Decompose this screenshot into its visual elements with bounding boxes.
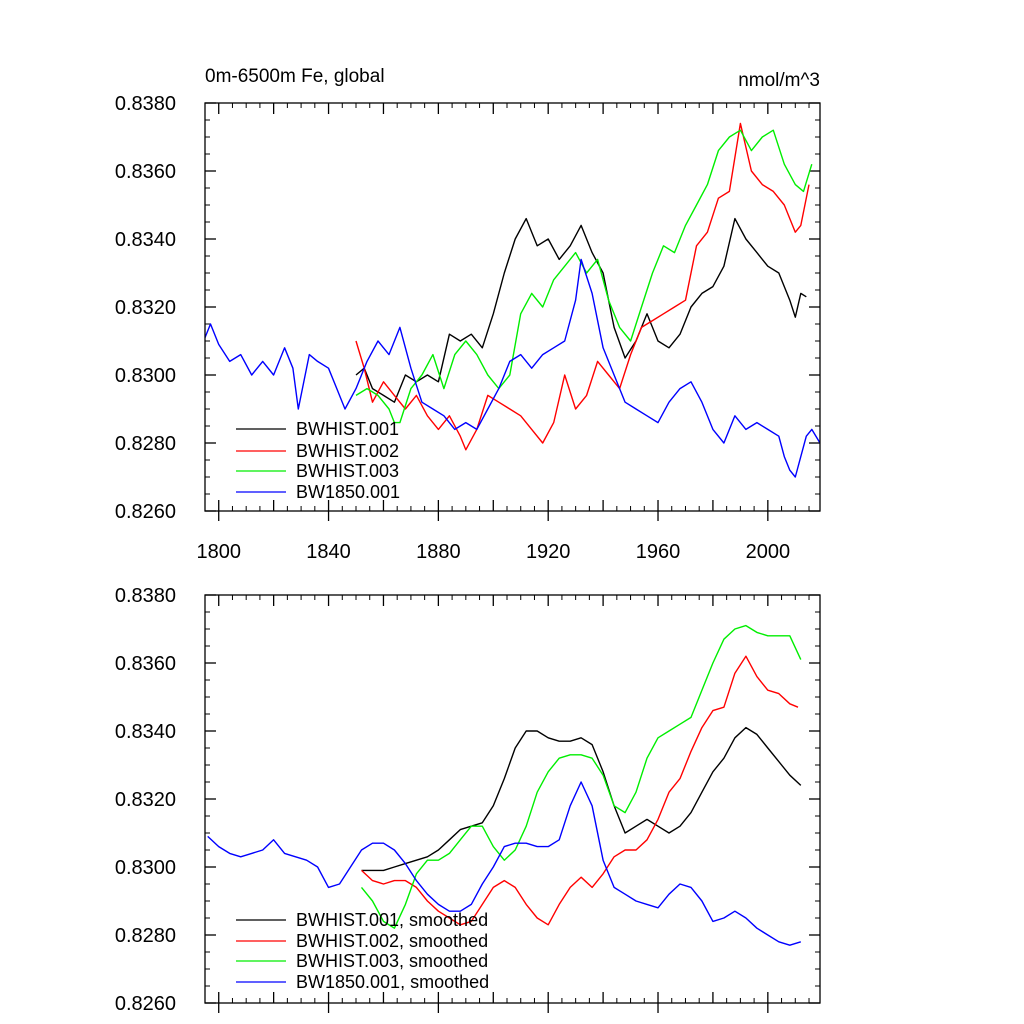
top-ytick-label: 0.8320 [115, 297, 176, 319]
bottom-legend-label-4: BW1850.001, smoothed [296, 972, 489, 992]
top-ytick-label: 0.8360 [115, 161, 176, 183]
bottom-legend-label-2: BWHIST.002, smoothed [296, 931, 488, 951]
top-title-left: 0m-6500m Fe, global [205, 66, 385, 87]
bottom-legend-label-3: BWHIST.003, smoothed [296, 951, 488, 971]
top-panel: 0m-6500m Fe, global nmol/m^3 1800 1840 188… [115, 66, 821, 563]
top-xtick-label: 1920 [526, 541, 571, 563]
top-series-line-1 [355, 217, 807, 403]
top-xtick-label: 1960 [636, 541, 681, 563]
top-plot-frame [204, 102, 821, 512]
top-ytick-label: 0.8260 [115, 501, 176, 523]
bottom-legend-item-3: BWHIST.003, smoothed [236, 951, 488, 971]
bottom-legend-item-1: BWHIST.001, smoothed [236, 910, 488, 930]
top-legend-item-2: BWHIST.002 [236, 441, 399, 461]
bottom-ytick-label: 0.8320 [115, 789, 176, 811]
top-legend-label-4: BW1850.001 [296, 482, 400, 502]
top-legend-item-4: BW1850.001 [236, 482, 400, 502]
top-legend-label-1: BWHIST.001 [296, 419, 399, 439]
bottom-legend-item-4: BW1850.001, smoothed [236, 972, 489, 992]
top-legend: BWHIST.001 BWHIST.002 BWHIST.003 BW1850.… [236, 419, 400, 502]
top-legend-label-2: BWHIST.002 [296, 441, 399, 461]
bottom-series [207, 624, 802, 946]
bottom-series-line-3 [360, 624, 802, 929]
bottom-ytick-label: 0.8300 [115, 857, 176, 879]
top-xtick-label: 2000 [746, 541, 791, 563]
bottom-series-line-4 [207, 781, 802, 946]
bottom-panel: 0.8260 0.8280 0.8300 0.8320 0.8340 0.8360 0.83… [115, 585, 821, 1015]
top-ytick-label: 0.8380 [115, 93, 176, 115]
top-ticks: 1800 1840 1880 1920 1960 2000 0.8260 0.8280 0.83… [115, 93, 820, 563]
top-legend-item-3: BWHIST.003 [236, 461, 399, 481]
top-legend-item-1: BWHIST.001 [236, 419, 399, 439]
bottom-ytick-label: 0.8280 [115, 925, 176, 947]
top-series-line-2 [355, 122, 810, 451]
bottom-legend-item-2: BWHIST.002, smoothed [236, 931, 488, 951]
top-xtick-label: 1880 [416, 541, 461, 563]
top-xtick-label: 1800 [196, 541, 241, 563]
top-xtick-label: 1840 [306, 541, 351, 563]
bottom-ytick-label: 0.8340 [115, 721, 176, 743]
bottom-ticks: 0.8260 0.8280 0.8300 0.8320 0.8340 0.8360 0.83… [115, 585, 820, 1015]
bottom-plot-frame [204, 594, 821, 1004]
bottom-legend: BWHIST.001, smoothed BWHIST.002, smoothe… [236, 910, 489, 992]
top-ytick-label: 0.8280 [115, 433, 176, 455]
top-ytick-label: 0.8300 [115, 365, 176, 387]
top-ytick-label: 0.8340 [115, 229, 176, 251]
top-title-right: nmol/m^3 [738, 70, 820, 91]
bottom-series-line-2 [361, 655, 799, 926]
top-series-line-4 [204, 258, 821, 478]
bottom-legend-label-1: BWHIST.001, smoothed [296, 910, 488, 930]
bottom-series-line-1 [361, 726, 802, 872]
top-series [204, 122, 821, 478]
top-legend-label-3: BWHIST.003 [296, 461, 399, 481]
bottom-ytick-label: 0.8380 [115, 585, 176, 607]
bottom-ytick-label: 0.8360 [115, 653, 176, 675]
bottom-ytick-label: 0.8260 [115, 993, 176, 1015]
